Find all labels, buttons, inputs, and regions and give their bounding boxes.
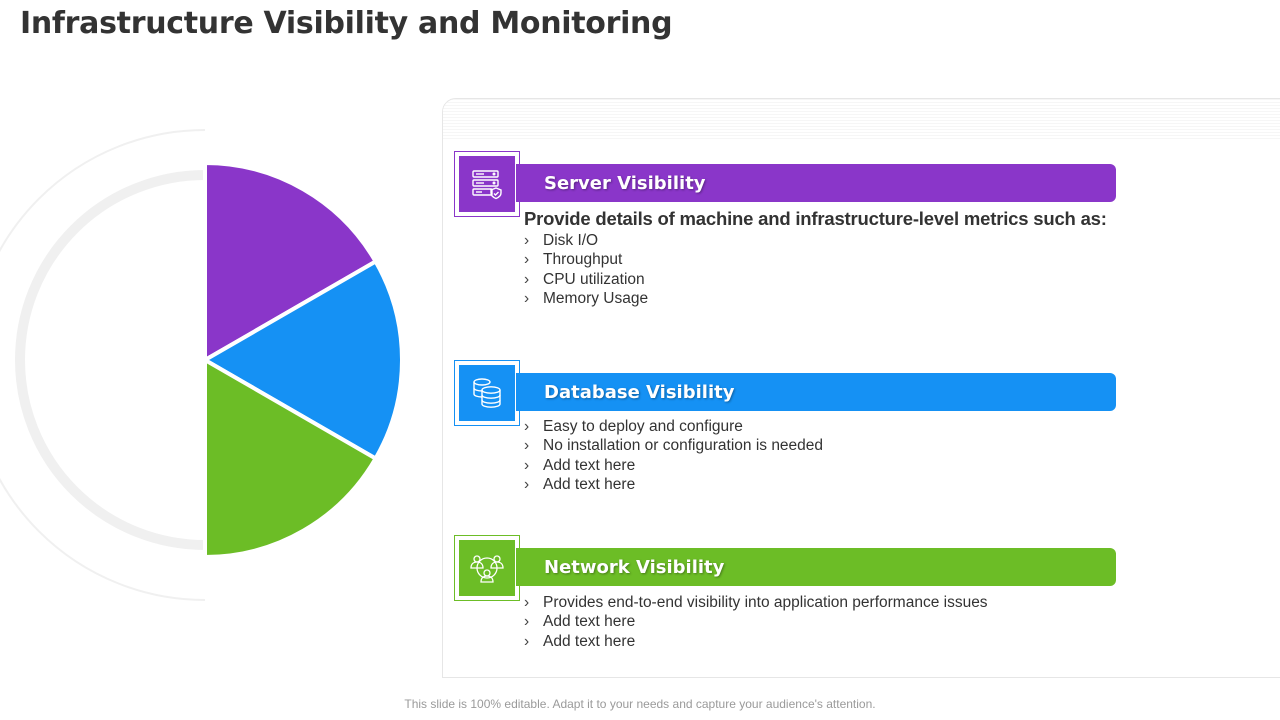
network-users-icon	[459, 540, 515, 596]
list-item: › Add text here	[524, 632, 636, 650]
database-visibility-title: Database Visibility	[544, 381, 735, 403]
list-item: › Add text here	[524, 456, 636, 474]
pie-slice-1	[203, 161, 378, 362]
pie-slices	[203, 161, 404, 559]
outer-ring-arc	[0, 129, 206, 601]
database-visibility-header: Database Visibility	[516, 373, 1116, 411]
database-visibility-list: › Easy to deploy and configure › No instal…	[524, 417, 823, 494]
inner-ring-arc	[15, 170, 206, 550]
list-item: › CPU utilization	[524, 270, 645, 288]
bullet-chevron: ›	[524, 475, 530, 493]
server-visibility-title: Server Visibility	[544, 172, 706, 194]
pie-slice-3	[203, 358, 378, 559]
bullet-chevron: ›	[524, 594, 530, 611]
list-item: › Easy to deploy and configure	[524, 418, 743, 435]
list-item: › Memory Usage	[524, 289, 649, 307]
list-item: › Disk I/O	[524, 232, 599, 249]
server-visibility-lead: Provide details of machine and infrastru…	[524, 208, 1107, 229]
network-visibility-title: Network Visibility	[544, 556, 725, 578]
bullet-chevron: ›	[524, 251, 530, 269]
bullet-chevron: ›	[524, 289, 530, 307]
bullet-chevron: ›	[524, 232, 530, 249]
server-visibility-list: › Disk I/O › Throughput › CPU utilization ›…	[524, 231, 648, 308]
bullet-chevron: ›	[524, 270, 530, 288]
footer-note: This slide is 100% editable. Adapt it to…	[404, 697, 876, 711]
bullet-chevron: ›	[524, 613, 530, 631]
bullet-chevron: ›	[524, 632, 530, 650]
server-icon	[459, 156, 515, 212]
network-visibility-header: Network Visibility	[516, 548, 1116, 586]
list-item: › No installation or configuration is nee…	[524, 437, 824, 455]
bullet-chevron: ›	[524, 456, 530, 474]
database-icon	[459, 365, 515, 421]
panel-stripes	[443, 99, 1280, 139]
database-icon-box	[454, 360, 520, 426]
server-visibility-header: Server Visibility	[516, 164, 1116, 202]
list-item: › Provides end-to-end visibility into app…	[524, 594, 988, 611]
list-item: › Add text here	[524, 613, 636, 631]
server-icon-box	[454, 151, 520, 217]
list-item: › Throughput	[524, 251, 623, 269]
bullet-chevron: ›	[524, 437, 530, 455]
page-title: Infrastructure Visibility and Monitoring	[20, 6, 673, 41]
list-item: › Add text here	[524, 475, 636, 493]
network-visibility-list: › Provides end-to-end visibility into app…	[524, 593, 988, 651]
pie-chart	[0, 129, 404, 601]
network-icon-box	[454, 535, 520, 601]
pie-slice-2	[203, 259, 404, 461]
bullet-chevron: ›	[524, 418, 530, 435]
